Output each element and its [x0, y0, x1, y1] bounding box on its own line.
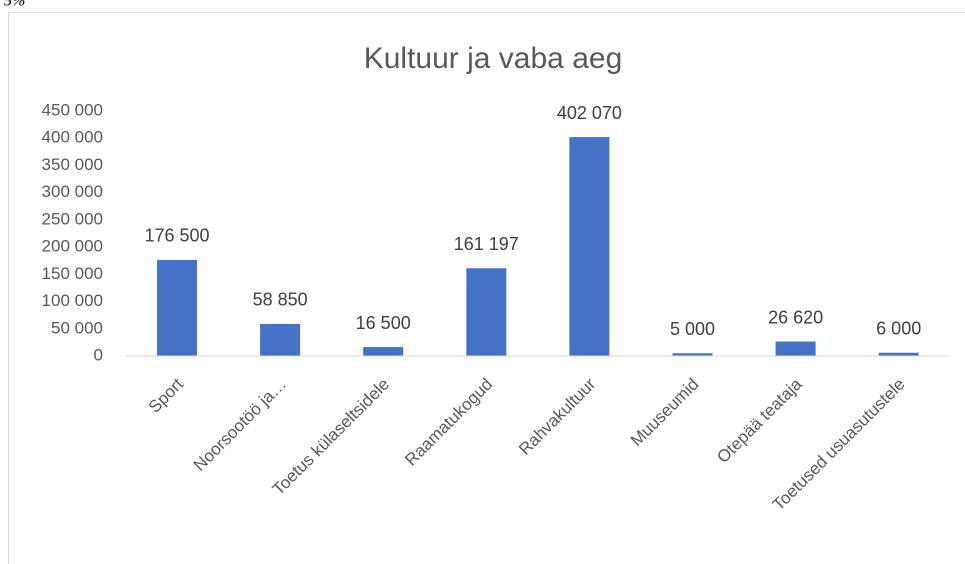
x-tick-label: Sport	[145, 374, 187, 416]
x-tick-label: Muuseumid	[627, 375, 703, 451]
y-tick-label: 0	[94, 345, 103, 364]
value-label: 176 500	[144, 226, 209, 246]
bar	[157, 259, 197, 356]
y-tick-label: 250 000	[42, 209, 103, 228]
chart-title: Kultuur ja vaba aeg	[364, 42, 623, 75]
bar	[878, 352, 919, 356]
x-tick-label: Rahvakultuur	[515, 374, 600, 459]
x-tick-label: Raamatukogud	[401, 375, 496, 470]
value-label: 402 070	[557, 103, 622, 123]
y-tick-label: 200 000	[42, 237, 103, 256]
bar	[775, 341, 816, 356]
y-tick-label: 450 000	[42, 100, 103, 119]
value-label: 16 500	[356, 313, 411, 333]
value-label: 5 000	[670, 319, 715, 339]
value-label: 6 000	[876, 318, 921, 338]
y-tick-label: 350 000	[42, 155, 103, 174]
bar	[363, 347, 404, 356]
x-tick-label: Otepää teataja	[713, 374, 806, 467]
y-tick-label: 100 000	[42, 291, 103, 310]
y-tick-label: 300 000	[42, 182, 103, 201]
y-tick-label: 150 000	[42, 264, 103, 283]
bar	[569, 137, 610, 356]
x-tick-label: Toetus külaseltsidele	[269, 375, 393, 499]
x-tick-label: Noorsootöö ja…	[190, 375, 290, 475]
chart-border	[8, 12, 965, 564]
bar	[672, 353, 713, 356]
bar	[466, 268, 507, 356]
y-tick-label: 400 000	[42, 128, 103, 147]
value-label: 58 850	[253, 290, 308, 310]
bar	[260, 323, 301, 356]
page-fragment: 5%	[4, 0, 25, 10]
y-tick-label: 50 000	[51, 318, 103, 337]
value-label: 26 620	[768, 307, 823, 327]
value-label: 161 197	[454, 234, 519, 254]
